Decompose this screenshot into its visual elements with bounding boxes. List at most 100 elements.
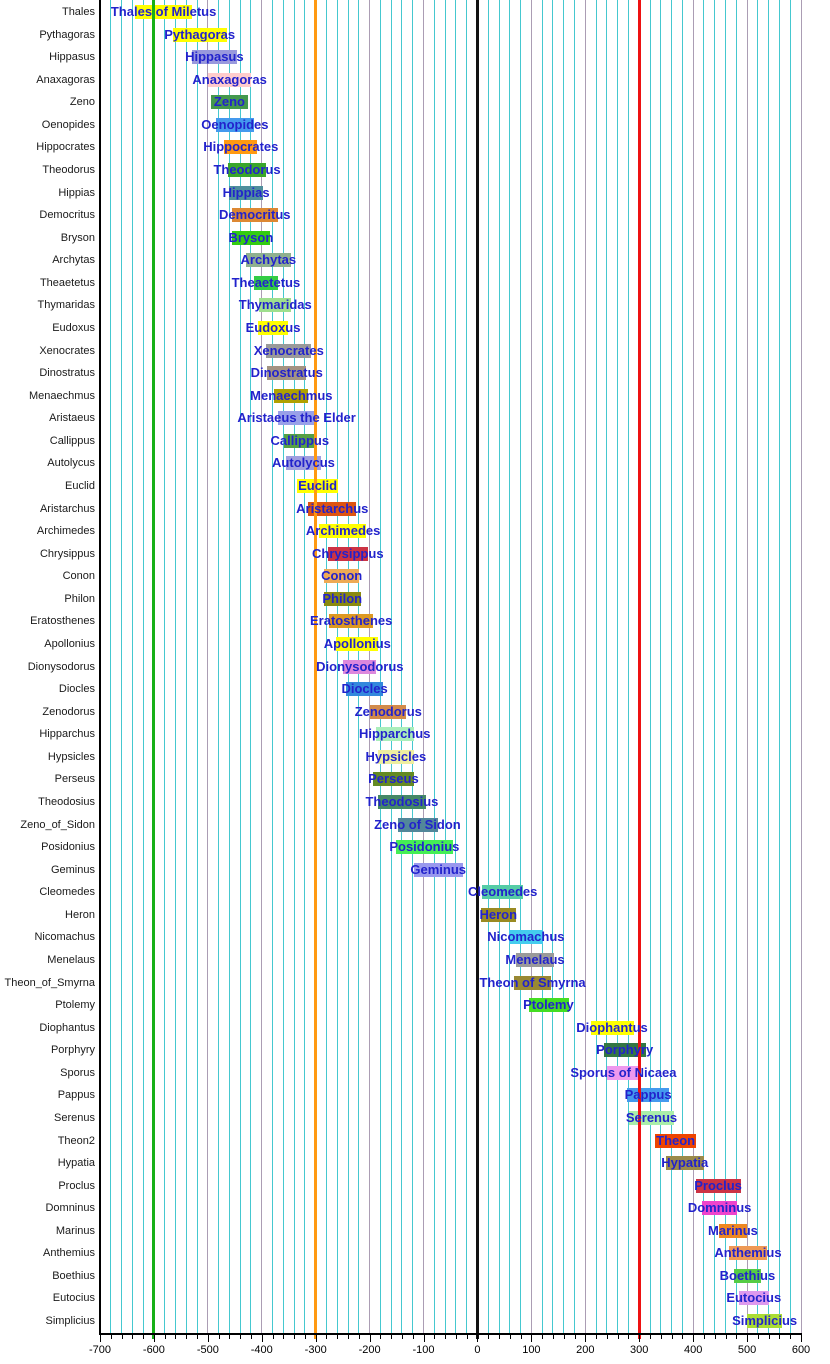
gridline-minor: [239, 0, 241, 1333]
timeline-bar: [655, 1133, 696, 1148]
timeline-bar: [515, 952, 555, 967]
row-label: Democritus: [39, 209, 95, 222]
bar-label: Bryson: [228, 229, 274, 245]
x-axis-tick: [175, 1335, 177, 1339]
row-label: Nicomachus: [34, 931, 95, 944]
bar-label: Pythagoras: [164, 26, 236, 42]
timeline-bar: [370, 704, 407, 719]
timeline-bar: [259, 298, 292, 313]
timeline-bar: [719, 1223, 748, 1238]
gridline-major: [800, 0, 802, 1333]
row-label: Chrysippus: [39, 547, 95, 560]
row-label: Serenus: [54, 1111, 95, 1124]
x-axis-tick: [294, 1335, 296, 1339]
row-label: Anthemius: [43, 1247, 95, 1260]
timeline-bar: [514, 975, 551, 990]
gridline-minor: [574, 0, 576, 1333]
row-label: Xenocrates: [39, 344, 95, 357]
row-label: Aristaeus: [49, 412, 95, 425]
black-era-line: [475, 0, 479, 1339]
x-axis-tick-label: 300: [630, 1344, 649, 1356]
row-label: Zeno_of_Sidon: [20, 818, 95, 831]
row-label: Dinostratus: [39, 367, 95, 380]
bar-label: Nicomachus: [487, 929, 565, 945]
gridline-minor: [164, 0, 166, 1333]
x-axis-tick: [186, 1335, 188, 1339]
x-axis-tick: [757, 1335, 759, 1339]
timeline-bar: [215, 117, 254, 132]
bar-label: Philon: [322, 590, 363, 606]
bar-label: Porphyry: [596, 1042, 654, 1058]
row-label: Heron: [65, 908, 95, 921]
gridline-minor: [606, 0, 608, 1333]
bar-label: Archimedes: [305, 523, 381, 539]
timeline-bar: [528, 998, 569, 1013]
gridline-minor: [444, 0, 446, 1333]
x-axis-tick-label: -400: [250, 1344, 273, 1356]
gridline-minor: [250, 0, 252, 1333]
x-axis-tick: [380, 1335, 382, 1339]
gridline-minor: [725, 0, 726, 1333]
bar-label: Dionysodorus: [316, 658, 404, 674]
gridline-minor: [757, 0, 759, 1333]
timeline-bar: [267, 366, 306, 381]
timeline-bar: [728, 1246, 768, 1261]
bar-label: Chrysippus: [312, 545, 384, 561]
x-axis-tick: [121, 1335, 123, 1339]
row-label: Domninus: [45, 1202, 95, 1215]
timeline-bar: [232, 230, 270, 245]
row-label: Theaetetus: [39, 276, 95, 289]
gridline-major: [746, 0, 748, 1333]
row-label: Proclus: [58, 1179, 95, 1192]
x-axis-tick: [725, 1335, 727, 1339]
timeline-bar: [207, 72, 251, 87]
x-axis-tick-label: -500: [196, 1344, 219, 1356]
x-axis-tick-label: 600: [791, 1344, 811, 1356]
bar-label: Zeno: [213, 94, 245, 110]
row-label: Oenopides: [41, 118, 95, 131]
gridline-minor: [433, 0, 435, 1333]
gridline-minor: [110, 0, 112, 1333]
x-axis-tick: [401, 1335, 403, 1339]
row-label: Apollonius: [44, 637, 95, 650]
timeline-bar: [413, 862, 463, 877]
bar-label: Geminus: [410, 861, 466, 877]
gridline-minor: [304, 0, 306, 1333]
gridline-minor: [121, 0, 123, 1333]
x-axis-tick: [391, 1335, 393, 1339]
gridline-minor: [142, 0, 144, 1333]
row-label: Thales: [61, 6, 95, 18]
timeline-bar: [224, 140, 258, 155]
timeline-bar: [695, 1178, 741, 1193]
bar-label: Boethius: [719, 1267, 776, 1283]
gridline-minor: [218, 0, 220, 1333]
row-label: Zeno: [69, 96, 95, 109]
x-axis-tick-label: -200: [358, 1344, 381, 1356]
x-axis-tick: [143, 1335, 145, 1339]
x-axis-tick: [466, 1335, 468, 1339]
timeline-bar: [297, 478, 338, 493]
x-axis-tick: [499, 1335, 501, 1339]
bar-label: Diocles: [341, 681, 388, 697]
bar-label: Apollonius: [323, 635, 391, 651]
timeline-bar: [319, 524, 367, 539]
timeline-bar: [274, 388, 309, 403]
row-label: Eutocius: [52, 1292, 95, 1305]
row-label: Dionysodorus: [27, 660, 95, 673]
gridline-minor: [131, 0, 133, 1333]
bar-label: Heron: [479, 906, 518, 922]
timeline-bar: [603, 1043, 646, 1058]
x-axis-tick: [714, 1335, 716, 1339]
x-axis-tick: [628, 1335, 630, 1339]
row-label: Ptolemy: [55, 999, 95, 1012]
row-label: Bryson: [60, 231, 95, 244]
bar-label: Hipparchus: [358, 726, 431, 742]
row-label: Aristarchus: [39, 502, 95, 515]
bar-label: Aristarchus: [296, 500, 369, 516]
bar-label: Cleomedes: [468, 884, 538, 900]
x-axis-line: [99, 1333, 802, 1335]
bar-label: Hypsicles: [365, 748, 427, 764]
row-label: Hippias: [58, 186, 95, 199]
bar-label: Autolycus: [272, 455, 335, 471]
x-axis-tick: [348, 1335, 350, 1339]
